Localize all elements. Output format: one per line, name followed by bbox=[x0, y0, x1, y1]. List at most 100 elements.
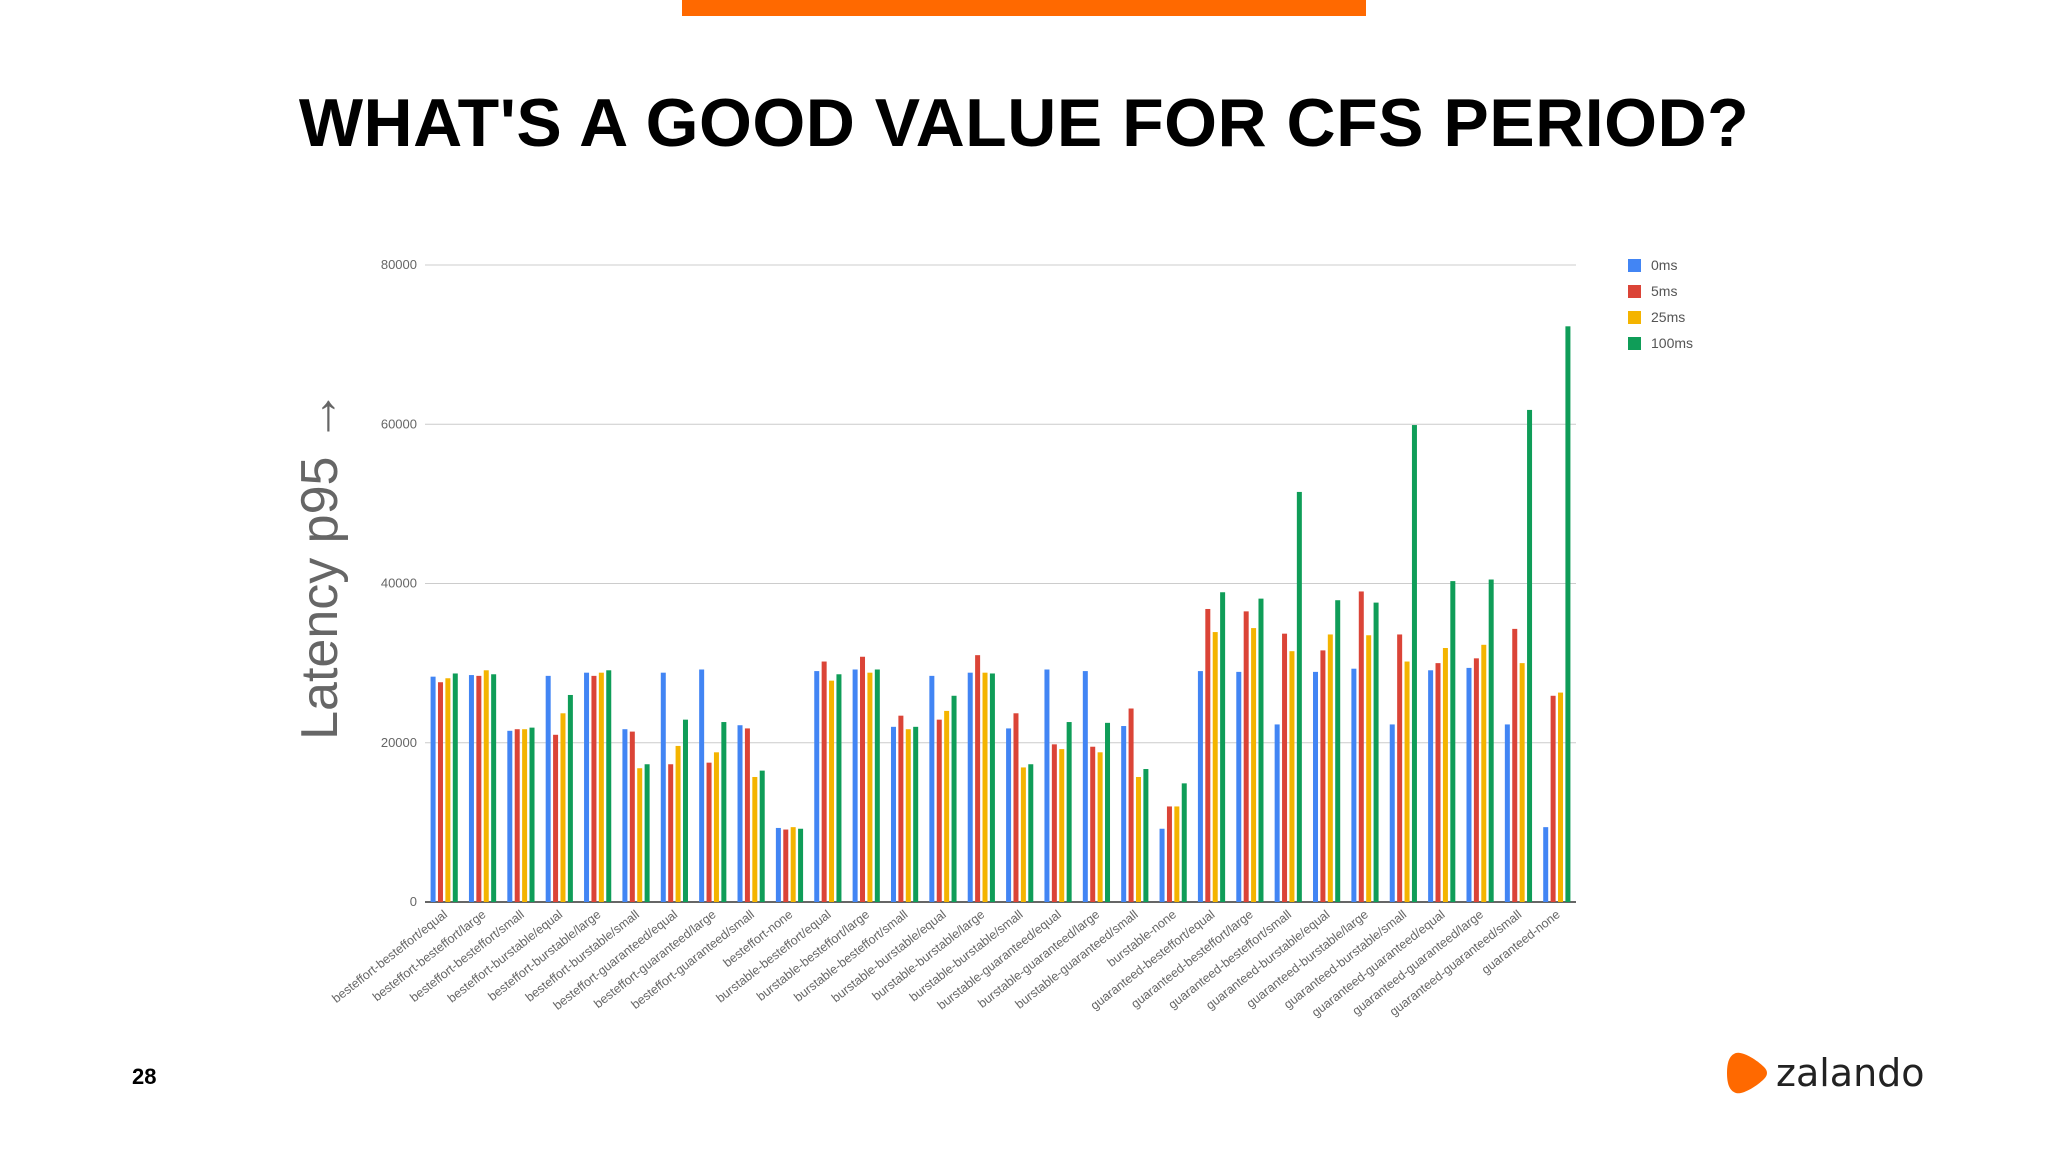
y-tick-label: 40000 bbox=[381, 576, 417, 591]
bar-5ms bbox=[1473, 658, 1479, 902]
bar-5ms bbox=[744, 728, 750, 902]
bar-5ms bbox=[1550, 695, 1556, 902]
bar-0ms bbox=[1197, 671, 1203, 902]
bar-5ms bbox=[476, 675, 482, 902]
bar-0ms bbox=[1313, 671, 1319, 902]
bar-25ms bbox=[867, 672, 873, 902]
bar-100ms bbox=[759, 770, 765, 902]
bar-0ms bbox=[660, 672, 666, 902]
bar-0ms bbox=[1044, 669, 1050, 902]
bar-5ms bbox=[783, 829, 789, 902]
bar-100ms bbox=[1527, 409, 1533, 902]
bar-5ms bbox=[898, 715, 904, 902]
bar-0ms bbox=[775, 827, 781, 902]
bar-0ms bbox=[699, 669, 705, 902]
bar-5ms bbox=[591, 675, 597, 902]
bar-0ms bbox=[1274, 724, 1280, 902]
bar-25ms bbox=[560, 713, 566, 902]
bar-100ms bbox=[951, 695, 957, 902]
bar-5ms bbox=[629, 731, 635, 902]
bar-100ms bbox=[1296, 491, 1302, 902]
bar-25ms bbox=[713, 752, 719, 902]
bar-100ms bbox=[567, 694, 573, 902]
bar-0ms bbox=[1236, 671, 1242, 902]
bar-0ms bbox=[507, 730, 513, 902]
bar-25ms bbox=[1442, 647, 1448, 902]
bar-100ms bbox=[1335, 600, 1341, 902]
bar-25ms bbox=[1519, 663, 1525, 902]
bar-5ms bbox=[1205, 608, 1211, 902]
bar-25ms bbox=[1251, 628, 1257, 902]
bar-0ms bbox=[929, 675, 935, 902]
bar-25ms bbox=[445, 678, 451, 902]
bar-25ms bbox=[675, 745, 681, 902]
bar-0ms bbox=[1121, 726, 1127, 902]
bar-0ms bbox=[468, 675, 474, 902]
bar-25ms bbox=[637, 768, 643, 902]
bar-5ms bbox=[1013, 713, 1019, 902]
bar-0ms bbox=[1389, 724, 1395, 902]
bar-0ms bbox=[1466, 667, 1472, 902]
bar-25ms bbox=[483, 670, 489, 902]
bar-0ms bbox=[1504, 724, 1510, 902]
bar-0ms bbox=[430, 676, 436, 902]
bar-100ms bbox=[1105, 722, 1111, 902]
bar-100ms bbox=[721, 722, 727, 902]
bar-5ms bbox=[821, 661, 827, 902]
page-number: 28 bbox=[132, 1064, 157, 1089]
bar-100ms bbox=[1066, 722, 1072, 902]
legend-label-0ms: 0ms bbox=[1651, 257, 1677, 273]
bar-25ms bbox=[790, 827, 796, 902]
bar-100ms bbox=[913, 726, 919, 902]
bar-0ms bbox=[622, 729, 628, 902]
bar-25ms bbox=[1097, 752, 1103, 902]
bar-5ms bbox=[706, 762, 712, 902]
bar-100ms bbox=[1373, 602, 1379, 902]
bar-0ms bbox=[584, 672, 590, 902]
bar-0ms bbox=[814, 671, 820, 902]
bar-100ms bbox=[1143, 769, 1149, 902]
bar-5ms bbox=[1243, 611, 1249, 902]
legend-label-100ms: 100ms bbox=[1651, 335, 1693, 351]
y-tick-label: 60000 bbox=[381, 416, 417, 431]
bar-5ms bbox=[1435, 663, 1441, 902]
bar-100ms bbox=[452, 673, 458, 902]
bar-25ms bbox=[598, 672, 604, 902]
bar-5ms bbox=[668, 764, 674, 902]
bar-5ms bbox=[1128, 708, 1134, 902]
bar-0ms bbox=[967, 672, 973, 902]
bar-25ms bbox=[982, 672, 988, 902]
bar-0ms bbox=[1543, 827, 1549, 902]
bar-25ms bbox=[1481, 644, 1487, 902]
accent-bar bbox=[682, 0, 1366, 16]
legend-swatch-100ms bbox=[1628, 337, 1641, 350]
bar-100ms bbox=[989, 673, 995, 902]
y-tick-label: 0 bbox=[410, 894, 417, 909]
bar-0ms bbox=[1006, 728, 1012, 902]
bar-0ms bbox=[1428, 670, 1434, 902]
legend-swatch-0ms bbox=[1628, 259, 1641, 272]
bar-100ms bbox=[1258, 598, 1264, 902]
bar-0ms bbox=[737, 725, 743, 902]
zalando-logo-text: zalando bbox=[1776, 1051, 1925, 1095]
bar-25ms bbox=[1289, 651, 1295, 902]
bar-100ms bbox=[606, 670, 612, 902]
bar-100ms bbox=[798, 828, 804, 902]
bar-100ms bbox=[1028, 764, 1034, 902]
bar-100ms bbox=[836, 674, 842, 902]
bar-100ms bbox=[1220, 592, 1226, 902]
bar-25ms bbox=[1135, 776, 1141, 902]
bar-5ms bbox=[437, 682, 443, 902]
bar-100ms bbox=[1181, 783, 1187, 902]
bar-25ms bbox=[752, 776, 758, 902]
bar-5ms bbox=[975, 655, 981, 902]
legend-swatch-5ms bbox=[1628, 285, 1641, 298]
bar-25ms bbox=[1174, 806, 1180, 902]
bar-25ms bbox=[829, 680, 835, 902]
bar-100ms bbox=[1488, 579, 1494, 902]
bar-100ms bbox=[874, 669, 880, 902]
legend-label-5ms: 5ms bbox=[1651, 283, 1677, 299]
bar-5ms bbox=[860, 656, 866, 902]
y-axis-title: Latency p95 → bbox=[291, 390, 349, 740]
